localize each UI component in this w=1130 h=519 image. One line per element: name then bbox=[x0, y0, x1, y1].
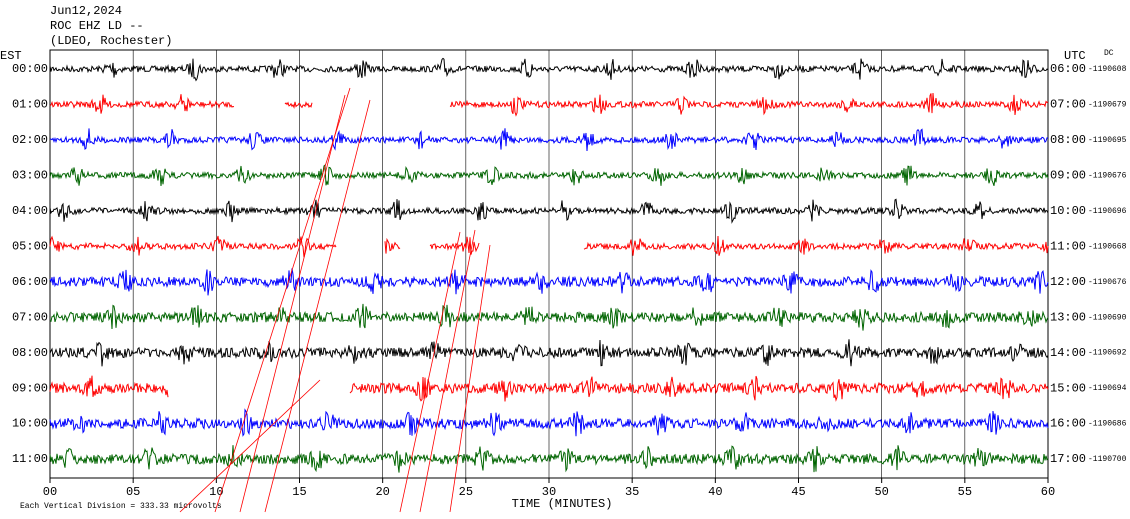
x-tick-label: 30 bbox=[542, 485, 556, 499]
row-label-left: 08:00 bbox=[12, 346, 48, 360]
dc-offset: -1190695 bbox=[1088, 136, 1127, 145]
dc-offset: -1190692 bbox=[1088, 349, 1127, 358]
trace bbox=[49, 128, 1048, 152]
location: (LDEO, Rochester) bbox=[50, 34, 172, 48]
row-label-left: 04:00 bbox=[12, 204, 48, 218]
artifact-line bbox=[179, 379, 321, 513]
artifact-line bbox=[264, 99, 371, 513]
row-label-left: 05:00 bbox=[12, 239, 48, 253]
x-tick-label: 20 bbox=[375, 485, 389, 499]
trace bbox=[49, 57, 1049, 82]
dc-label: DC bbox=[1104, 49, 1114, 58]
x-tick-label: 60 bbox=[1041, 485, 1055, 499]
row-label-right: 12:00 bbox=[1050, 275, 1086, 289]
row-label-left: 11:00 bbox=[12, 452, 48, 466]
row-label-left: 07:00 bbox=[12, 310, 48, 324]
artifact-line bbox=[399, 231, 461, 513]
row-label-left: 01:00 bbox=[12, 98, 48, 112]
row-label-right: 13:00 bbox=[1050, 310, 1086, 324]
row-label-left: 10:00 bbox=[12, 417, 48, 431]
trace bbox=[49, 339, 1049, 367]
x-tick-label: 00 bbox=[43, 485, 57, 499]
row-label-right: 11:00 bbox=[1050, 239, 1086, 253]
trace bbox=[49, 92, 1049, 117]
row-label-right: 09:00 bbox=[1050, 169, 1086, 183]
dc-offset: -1190700 bbox=[1088, 455, 1127, 464]
trace bbox=[49, 375, 1049, 402]
dc-offset: -1190608 bbox=[1088, 65, 1127, 74]
row-label-right: 10:00 bbox=[1050, 204, 1086, 218]
row-label-right: 16:00 bbox=[1050, 417, 1086, 431]
x-tick-label: 05 bbox=[126, 485, 140, 499]
dc-offset: -1190690 bbox=[1088, 313, 1127, 322]
row-label-right: 15:00 bbox=[1050, 381, 1086, 395]
row-label-left: 03:00 bbox=[12, 169, 48, 183]
x-tick-label: 15 bbox=[292, 485, 306, 499]
dc-offset: -1190676 bbox=[1088, 171, 1127, 180]
trace bbox=[49, 235, 1049, 258]
x-tick-label: 45 bbox=[791, 485, 805, 499]
artifact-line bbox=[419, 229, 476, 513]
row-label-right: 08:00 bbox=[1050, 133, 1086, 147]
artifact-line bbox=[239, 94, 346, 513]
artifact-line bbox=[214, 87, 351, 513]
row-label-left: 09:00 bbox=[12, 381, 48, 395]
x-tick-label: 25 bbox=[459, 485, 473, 499]
trace bbox=[49, 408, 1049, 437]
row-label-left: 02:00 bbox=[12, 133, 48, 147]
trace bbox=[49, 268, 1049, 296]
right-axis-label: UTC bbox=[1064, 49, 1086, 63]
row-label-left: 00:00 bbox=[12, 62, 48, 76]
chart-title: Jun12,2024 bbox=[50, 4, 122, 18]
station: ROC EHZ LD -- bbox=[50, 19, 144, 33]
row-label-right: 06:00 bbox=[1050, 62, 1086, 76]
artifact-line bbox=[449, 244, 491, 513]
trace bbox=[49, 164, 1049, 187]
scale-note: Each Vertical Division = 333.33 microvol… bbox=[20, 502, 222, 511]
dc-offset: -1190694 bbox=[1088, 384, 1127, 393]
x-tick-label: 50 bbox=[874, 485, 888, 499]
trace bbox=[49, 198, 1049, 224]
trace bbox=[49, 303, 1049, 331]
dc-offset: -1190676 bbox=[1088, 278, 1127, 287]
x-tick-label: 40 bbox=[708, 485, 722, 499]
row-label-left: 06:00 bbox=[12, 275, 48, 289]
left-axis-label: EST bbox=[0, 49, 22, 63]
dc-offset: -1190668 bbox=[1088, 242, 1127, 251]
dc-offset: -1190696 bbox=[1088, 207, 1127, 216]
row-label-right: 17:00 bbox=[1050, 452, 1086, 466]
row-label-right: 07:00 bbox=[1050, 98, 1086, 112]
dc-offset: -1190686 bbox=[1088, 420, 1127, 429]
x-tick-label: 35 bbox=[625, 485, 639, 499]
row-label-right: 14:00 bbox=[1050, 346, 1086, 360]
dc-offset: -1190679 bbox=[1088, 101, 1127, 110]
x-tick-label: 55 bbox=[958, 485, 972, 499]
trace bbox=[49, 445, 1049, 473]
x-axis-label: TIME (MINUTES) bbox=[512, 497, 613, 511]
